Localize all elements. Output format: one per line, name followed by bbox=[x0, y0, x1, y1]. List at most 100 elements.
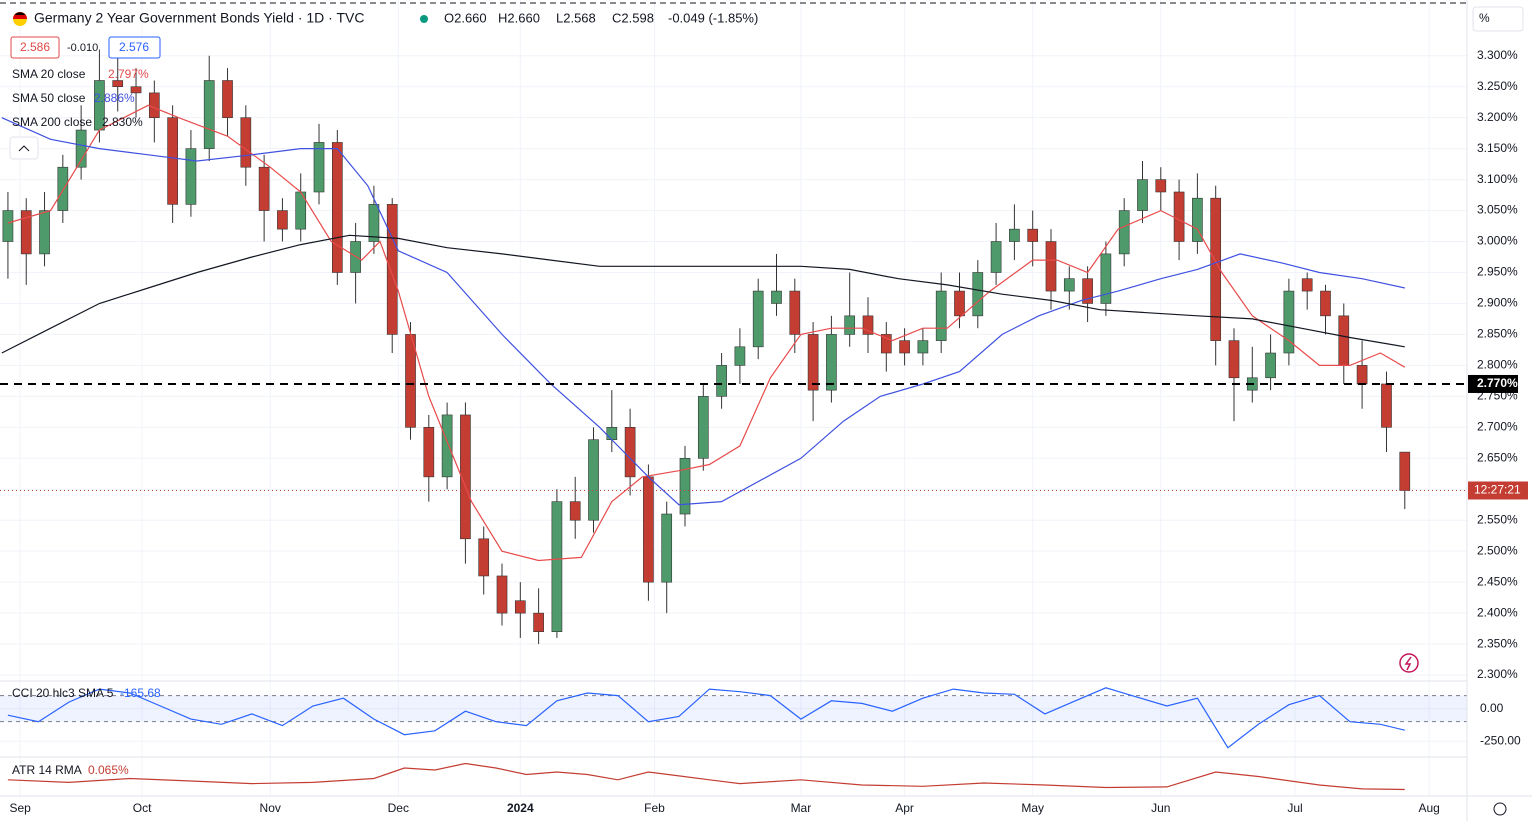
candle-body bbox=[917, 340, 929, 354]
indicator-line bbox=[7, 687, 1405, 749]
candle-body bbox=[844, 315, 856, 335]
y-tick-label: 3.000% bbox=[1477, 234, 1518, 248]
candle-body bbox=[588, 439, 599, 521]
y-tick-label: 3.150% bbox=[1477, 141, 1518, 155]
legend-label: SMA 50 close bbox=[12, 91, 86, 105]
y-tick-label: 2.700% bbox=[1477, 419, 1518, 433]
candle-body bbox=[405, 334, 416, 428]
candle-body bbox=[130, 86, 142, 94]
ohlc-close: C2.598 bbox=[612, 10, 654, 25]
candle-body bbox=[1356, 365, 1368, 385]
ohlc-change: -0.049 (-1.85%) bbox=[668, 10, 758, 25]
candle-body bbox=[734, 346, 746, 366]
candle-body bbox=[167, 117, 178, 205]
candle-body bbox=[1265, 352, 1276, 379]
alert-icon[interactable] bbox=[1399, 653, 1419, 673]
x-tick-label: May bbox=[1021, 801, 1044, 815]
candle-body bbox=[386, 204, 398, 335]
candle-body bbox=[624, 427, 636, 478]
candle-body bbox=[679, 457, 691, 515]
cci-value: -165.68 bbox=[120, 686, 161, 700]
bid-box[interactable] bbox=[10, 36, 60, 59]
last-price-label: 12:27:21 bbox=[1474, 483, 1521, 497]
candle-body bbox=[331, 142, 343, 273]
sma-line bbox=[7, 104, 1406, 562]
candle-body bbox=[533, 612, 544, 632]
candle-body bbox=[752, 290, 764, 348]
candle-body bbox=[990, 241, 1002, 273]
candle-body bbox=[20, 210, 32, 255]
y-tick-label: -250.00 bbox=[1480, 733, 1521, 747]
candle-body bbox=[1118, 210, 1130, 255]
y-tick-label: 2.400% bbox=[1477, 605, 1518, 619]
y-tick-label: 0.00 bbox=[1480, 701, 1504, 715]
candle-body bbox=[1082, 278, 1093, 304]
ask: 2.576 bbox=[119, 40, 149, 54]
collapse-button[interactable] bbox=[9, 136, 39, 160]
x-tick-label: Dec bbox=[388, 801, 409, 815]
x-tick-label: Mar bbox=[791, 801, 812, 815]
last-price-tag bbox=[1468, 481, 1528, 500]
y-tick-label: 2.300% bbox=[1477, 667, 1518, 681]
plot-area bbox=[0, 49, 1467, 791]
ohlc-low: L2.568 bbox=[556, 10, 596, 25]
y-tick-label: 2.800% bbox=[1477, 358, 1518, 372]
status-dot bbox=[420, 15, 428, 23]
ohlc-high: H2.660 bbox=[498, 10, 540, 25]
candle-body bbox=[185, 148, 197, 205]
y-tick-label: 2.850% bbox=[1477, 327, 1518, 341]
candle-body bbox=[569, 501, 581, 521]
candle-body bbox=[1192, 197, 1203, 242]
candle-body bbox=[1009, 228, 1020, 242]
legend-label: SMA 200 close bbox=[12, 115, 92, 129]
atr-value: 0.065% bbox=[88, 763, 129, 777]
candle-body bbox=[222, 80, 233, 118]
candle-body bbox=[277, 210, 288, 230]
candle-body bbox=[1063, 278, 1075, 292]
scale-button[interactable] bbox=[1472, 6, 1524, 32]
candle-body bbox=[203, 80, 215, 149]
candle-body bbox=[551, 501, 563, 632]
candle-body bbox=[313, 142, 325, 193]
indicator-line bbox=[7, 762, 1405, 791]
candle-body bbox=[2, 210, 14, 242]
x-tick-label: Nov bbox=[260, 801, 281, 815]
candle-body bbox=[460, 414, 471, 540]
x-tick-label: Aug bbox=[1419, 801, 1440, 815]
sma-line bbox=[1, 117, 1405, 506]
legend-value: 2.797% bbox=[108, 67, 149, 81]
y-tick-label: 2.500% bbox=[1477, 543, 1518, 557]
candle-body bbox=[1338, 315, 1350, 366]
candle-body bbox=[789, 290, 801, 335]
candle-body bbox=[441, 414, 453, 478]
y-tick-label: 2.900% bbox=[1477, 296, 1518, 310]
candle-body bbox=[880, 334, 892, 354]
legend-value: 2.830% bbox=[102, 115, 143, 129]
settings-icon[interactable] bbox=[1493, 802, 1507, 816]
candle-body bbox=[1210, 197, 1222, 341]
candle-body bbox=[899, 340, 910, 354]
cci-title: CCI 20 hlc3 SMA 5 bbox=[12, 686, 114, 700]
y-tick-label: 2.550% bbox=[1477, 512, 1518, 526]
candle-body bbox=[661, 513, 673, 583]
y-tick-label: 2.950% bbox=[1477, 265, 1518, 279]
x-tick-label: Oct bbox=[133, 801, 152, 815]
candle-body bbox=[807, 334, 819, 391]
candle-body bbox=[972, 272, 984, 317]
axes: Sep Oct Nov Dec 2024 Feb Mar Apr May Jun Jul Aug 2.3… bbox=[9, 48, 1528, 815]
candle-body bbox=[368, 204, 380, 242]
candle-body bbox=[1173, 191, 1185, 242]
candle-body bbox=[1155, 179, 1167, 193]
ask-box[interactable] bbox=[108, 36, 161, 59]
candle-body bbox=[935, 290, 947, 341]
atr-title: ATR 14 RMA bbox=[12, 763, 82, 777]
support-tag bbox=[1468, 374, 1518, 393]
candle-body bbox=[1137, 179, 1148, 211]
y-tick-label: 3.050% bbox=[1477, 203, 1518, 217]
candle-body bbox=[112, 80, 124, 88]
candle-body bbox=[423, 427, 435, 478]
y-tick-label: 2.450% bbox=[1477, 574, 1518, 588]
